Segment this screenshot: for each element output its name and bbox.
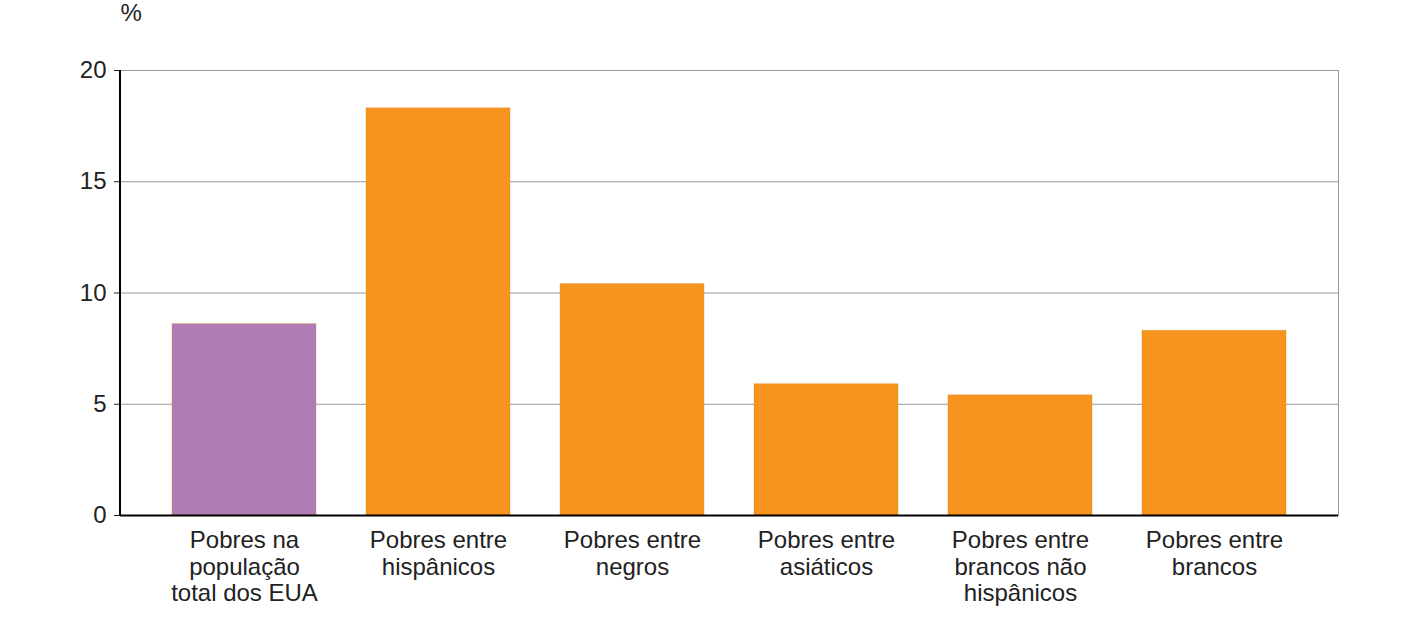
svg-text:Pobres entrehispânicos: Pobres entrehispânicos bbox=[370, 526, 507, 579]
svg-text:Pobres napopulaçãototal dos EU: Pobres napopulaçãototal dos EUA bbox=[171, 526, 318, 606]
svg-text:20: 20 bbox=[80, 56, 107, 83]
svg-text:Pobres entrebrancos nãohispâni: Pobres entrebrancos nãohispânicos bbox=[952, 526, 1089, 606]
svg-text:15: 15 bbox=[80, 167, 107, 194]
svg-text:Pobres entrebrancos: Pobres entrebrancos bbox=[1146, 526, 1283, 579]
svg-text:%: % bbox=[121, 0, 142, 26]
svg-text:5: 5 bbox=[93, 390, 106, 417]
svg-text:0: 0 bbox=[93, 501, 106, 528]
svg-text:10: 10 bbox=[80, 279, 107, 306]
svg-text:Pobres entreasiáticos: Pobres entreasiáticos bbox=[758, 526, 895, 579]
svg-text:Pobres entrenegros: Pobres entrenegros bbox=[564, 526, 701, 579]
